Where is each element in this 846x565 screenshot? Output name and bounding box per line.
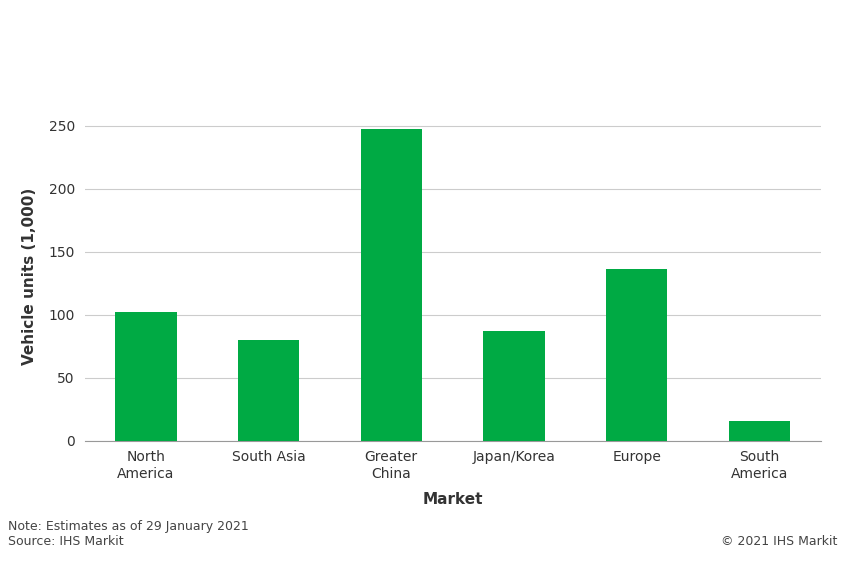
Bar: [483, 331, 545, 441]
Text: © 2021 IHS Markit: © 2021 IHS Markit: [721, 535, 838, 548]
Bar: [606, 270, 667, 441]
Bar: [360, 129, 422, 441]
Text: Estimated impact on light vehicle production volume in Q1 2021 due to
semiconduc: Estimated impact on light vehicle produc…: [13, 25, 734, 67]
Bar: [115, 312, 177, 441]
Text: Note: Estimates as of 29 January 2021
Source: IHS Markit: Note: Estimates as of 29 January 2021 So…: [8, 520, 250, 548]
Y-axis label: Vehicle units (1,000): Vehicle units (1,000): [22, 188, 37, 366]
Bar: [728, 420, 790, 441]
X-axis label: Market: Market: [422, 492, 483, 507]
Bar: [238, 340, 299, 441]
